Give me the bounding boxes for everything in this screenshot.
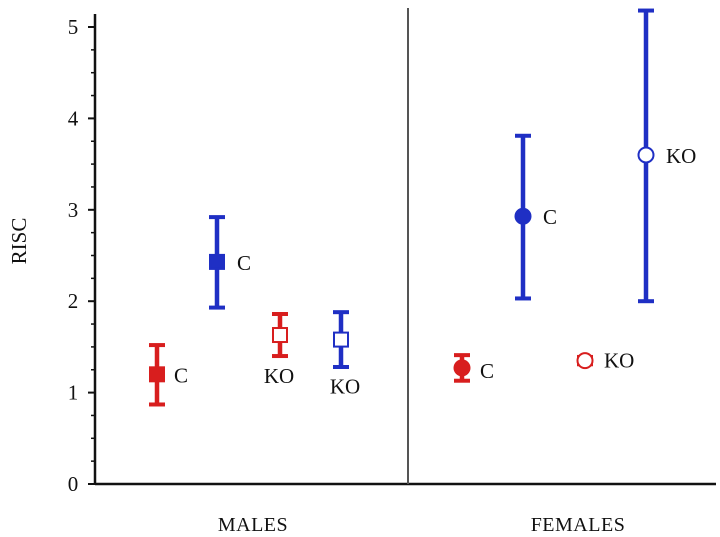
point-label: C	[543, 205, 557, 229]
square-marker	[149, 366, 165, 383]
circle-marker	[514, 207, 532, 225]
data-point-males-c: C	[209, 215, 251, 310]
data-point-females-ko: KO	[637, 8, 696, 304]
y-tick-label: 4	[68, 106, 79, 130]
point-label: KO	[330, 375, 360, 399]
point-label: KO	[604, 349, 634, 373]
data-point-females-c: C	[453, 353, 494, 383]
point-label: C	[237, 251, 251, 275]
y-tick-label: 5	[68, 15, 79, 39]
group-label-males: MALES	[218, 514, 288, 536]
circle-marker	[576, 352, 594, 370]
circle-marker	[637, 146, 655, 164]
data-point-males-c: C	[149, 343, 188, 407]
square-marker	[209, 253, 225, 270]
data-point-females-ko: KO	[576, 349, 634, 373]
y-tick-label: 2	[68, 289, 79, 313]
y-ticks: 0 1 2 3 4 5	[68, 15, 95, 496]
data-point-males-ko: KO	[330, 310, 360, 399]
group-label-females: FEMALES	[531, 514, 626, 536]
circle-marker	[453, 359, 471, 377]
axes	[93, 8, 716, 486]
point-label: KO	[264, 364, 294, 388]
y-tick-label: 1	[68, 381, 79, 405]
point-label: C	[480, 359, 494, 383]
data-points: C C KO KO C C KO KO	[149, 8, 696, 407]
point-label: C	[174, 363, 188, 387]
y-tick-label: 0	[68, 472, 79, 496]
square-marker	[272, 327, 288, 344]
y-tick-label: 3	[68, 198, 79, 222]
data-point-females-c: C	[514, 133, 557, 301]
square-marker	[333, 331, 349, 348]
data-point-males-ko: KO	[264, 311, 294, 388]
point-label: KO	[666, 144, 696, 168]
y-axis-title: RISC	[7, 218, 31, 265]
